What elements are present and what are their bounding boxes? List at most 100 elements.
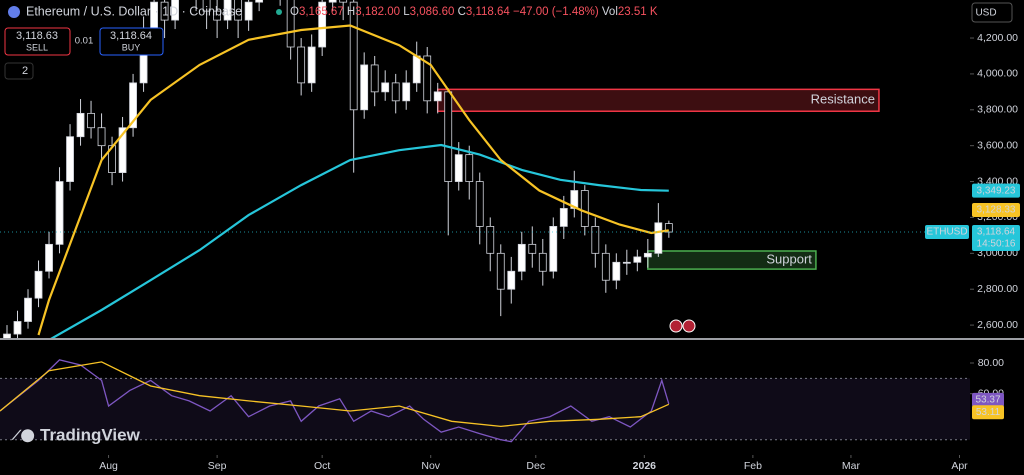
value-tag (972, 405, 1004, 420)
y-tick-label: 2,800.00 (977, 283, 1018, 295)
ohlc-label: H (347, 6, 355, 18)
candle-body (601, 252, 610, 281)
zone-label: Resistance (811, 92, 875, 107)
candle-body (255, 0, 264, 3)
candle-body (297, 46, 306, 84)
candle-body (528, 243, 537, 254)
ohlc-value: 3,182.00 (355, 6, 400, 18)
value-tag (972, 203, 1020, 218)
rsi-band (0, 378, 970, 440)
candle-body (475, 181, 484, 227)
candle-body (612, 261, 621, 281)
candle-body (286, 0, 295, 48)
candle-body (622, 261, 631, 264)
candle-body (24, 297, 32, 322)
zone-label: Support (766, 251, 812, 266)
axes: 2,600.002,800.003,000.003,200.003,400.00… (0, 32, 1020, 472)
candle-body (234, 0, 243, 21)
moving-average (37, 24, 669, 336)
symbol-title: Ethereum / U.S. Dollar · 1D · Coinbase (26, 4, 242, 18)
currency-box[interactable] (971, 2, 1013, 23)
value-tag-label: 3,349.23 (977, 185, 1016, 196)
candle-body (307, 46, 316, 84)
buy-price[interactable]: 3,118.64 (110, 30, 152, 42)
ohlc-value: 3,165.67 (299, 6, 344, 18)
coin-icon (8, 6, 20, 18)
value-tag-label: 3,128.33 (977, 205, 1016, 216)
buy-label[interactable]: BUY (122, 42, 141, 52)
y-tick-label: 3,800.00 (977, 104, 1018, 116)
sell-button[interactable]: 3,118.63 SELL (4, 27, 71, 56)
brand: TradingView (40, 425, 141, 444)
x-tick-label: Apr (951, 460, 968, 472)
ohlc: O3,165.67 H3,182.00 L3,086.60 C3,118.64 … (290, 6, 658, 18)
candle-body (318, 1, 327, 48)
x-tick-label: Sep (208, 460, 227, 472)
sell-box[interactable] (4, 27, 71, 56)
event-icon (682, 319, 696, 333)
candle-body (412, 55, 421, 84)
market-status (276, 9, 282, 15)
rsi-pane (0, 359, 970, 443)
indicator-toggle[interactable]: 2 (4, 62, 34, 80)
candle-body (580, 190, 589, 227)
main-pane: Resistance Support (3, 0, 880, 338)
y-tick-label: 2,600.00 (977, 319, 1018, 331)
candle-body (507, 270, 516, 290)
currency-button[interactable]: USD (971, 2, 1013, 23)
price-tag-label: 3,118.64 (977, 227, 1016, 238)
ohlc-label: C (458, 6, 466, 18)
ohlc-label: L (403, 6, 410, 18)
candle-body (45, 243, 53, 272)
candle-body (517, 243, 526, 272)
candle-body (433, 91, 442, 102)
price-tag (972, 225, 1020, 252)
ohlc-label: O (290, 6, 299, 18)
event-icons (669, 319, 696, 333)
candle-body (171, 0, 179, 21)
candle-body (76, 112, 85, 138)
x-tick-label: Oct (314, 460, 330, 472)
candle-body (591, 226, 600, 254)
candle-body (13, 321, 22, 335)
currency[interactable]: USD (975, 8, 996, 19)
buy-box[interactable] (99, 27, 164, 56)
candle-body (538, 252, 547, 272)
sell-label[interactable]: SELL (26, 42, 48, 52)
candle-body (202, 0, 211, 12)
change: −47.00 (−1.48%) (513, 6, 599, 18)
symbol-tag (925, 225, 969, 240)
candle-body (129, 82, 137, 129)
sell-price[interactable]: 3,118.63 (16, 30, 58, 42)
candle-body (3, 333, 11, 338)
candle-body (223, 0, 232, 21)
candle-body (454, 154, 463, 182)
candle-body (66, 136, 74, 182)
countdown: 14:50:16 (977, 239, 1016, 250)
x-tick-label: 2026 (633, 460, 657, 472)
candle-body (423, 55, 432, 102)
candle-body (213, 10, 222, 21)
volume-label: Vol (602, 6, 618, 18)
value-tag (972, 183, 1020, 198)
indicator-count[interactable]: 2 (22, 65, 28, 77)
toggle-box[interactable] (4, 62, 34, 80)
y-tick-label: 4,200.00 (977, 32, 1018, 44)
y-tick-label: 80.00 (978, 357, 1004, 369)
volume: 23.51 K (618, 6, 658, 18)
candle-body (570, 190, 579, 209)
candle-body (370, 64, 379, 93)
candle-body (391, 82, 400, 102)
logo-mark: ⟋⬤ (11, 427, 34, 443)
y-tick-label: 4,000.00 (977, 68, 1018, 80)
spread: 0.01 (75, 36, 94, 47)
x-tick-label: Mar (842, 460, 861, 472)
event-icon (669, 319, 683, 333)
candle-body (654, 222, 663, 254)
buy-button[interactable]: 3,118.64 BUY (99, 27, 164, 56)
candle-body (402, 82, 411, 102)
candle-body (118, 127, 127, 173)
candle-body (643, 252, 652, 258)
